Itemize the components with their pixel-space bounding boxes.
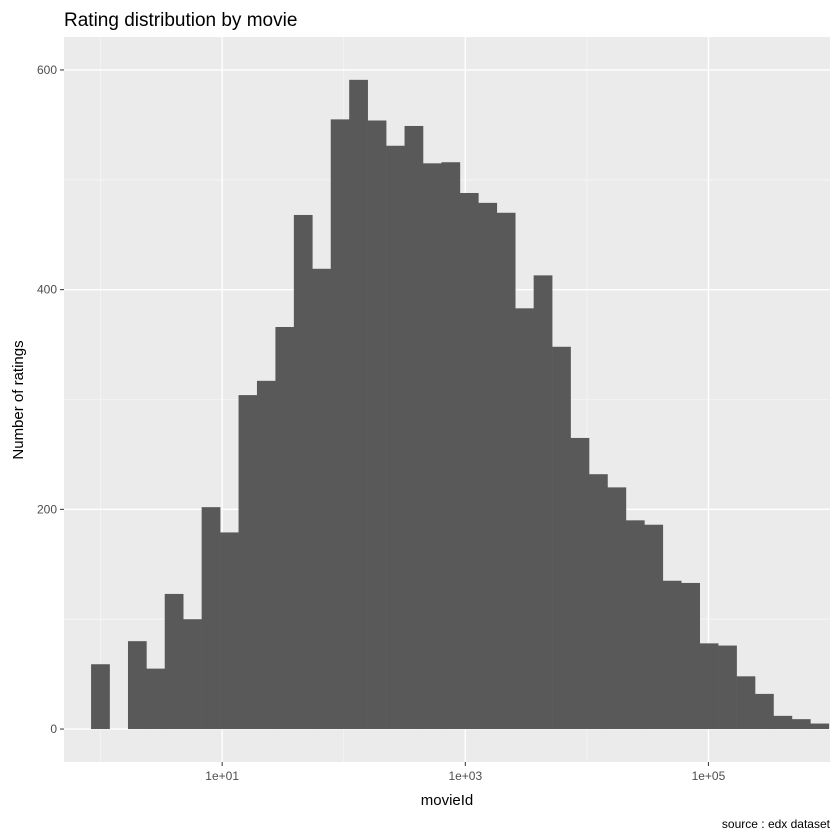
y-tick-label: 0 (50, 722, 57, 736)
histogram-bar (256, 380, 276, 730)
histogram-bar (755, 693, 774, 730)
histogram-bar (404, 125, 424, 730)
histogram-bar (607, 487, 627, 730)
histogram-bar (91, 664, 110, 730)
histogram-bar (791, 719, 811, 730)
histogram-bar (459, 192, 479, 730)
x-axis-ticks: 1e+01 1e+03 1e+05 (205, 762, 726, 783)
histogram-bar (386, 145, 405, 730)
histogram-bar (275, 327, 295, 730)
histogram-bar (422, 163, 442, 730)
histogram-bar (699, 643, 719, 730)
histogram-bar (127, 641, 147, 730)
chart-title: Rating distribution by movie (64, 10, 297, 31)
histogram-bar (164, 593, 184, 730)
x-tick-label: 1e+03 (448, 769, 482, 783)
histogram-bar (681, 582, 700, 730)
histogram-bar (515, 308, 534, 730)
histogram-bar (146, 668, 166, 730)
histogram-bar (625, 520, 645, 730)
histogram-bar (293, 214, 313, 730)
histogram-bar (718, 645, 737, 730)
x-tick-label: 1e+05 (692, 769, 726, 783)
x-tick-label: 1e+01 (205, 769, 239, 783)
histogram-bar (773, 715, 793, 730)
histogram-bar (736, 676, 756, 730)
histogram-bar (644, 524, 664, 730)
histogram-bar (220, 532, 239, 730)
y-axis-ticks: 0 200 400 600 (37, 63, 64, 736)
histogram-bar (201, 507, 221, 730)
histogram-bar (810, 723, 830, 730)
y-tick-label: 200 (37, 502, 57, 516)
y-tick-label: 400 (37, 283, 57, 297)
histogram-bar (496, 212, 516, 730)
histogram-bar (570, 437, 590, 730)
y-axis-title: Number of ratings (10, 340, 27, 459)
histogram-bar (441, 162, 461, 730)
histogram-bar (367, 120, 387, 730)
histogram-bar (312, 268, 332, 730)
histogram-bars (91, 79, 830, 730)
histogram-bar (330, 119, 350, 730)
chart-caption: source : edx dataset (722, 817, 831, 831)
histogram-bar (552, 346, 571, 730)
histogram-bar (183, 619, 202, 730)
histogram-bar (349, 79, 368, 730)
histogram-bar (589, 474, 608, 730)
histogram-bar (662, 580, 682, 730)
histogram-bar (478, 202, 498, 730)
histogram-bar (533, 275, 553, 730)
y-tick-label: 600 (37, 63, 57, 77)
x-axis-title: movieId (421, 792, 474, 809)
histogram-bar (238, 395, 258, 730)
